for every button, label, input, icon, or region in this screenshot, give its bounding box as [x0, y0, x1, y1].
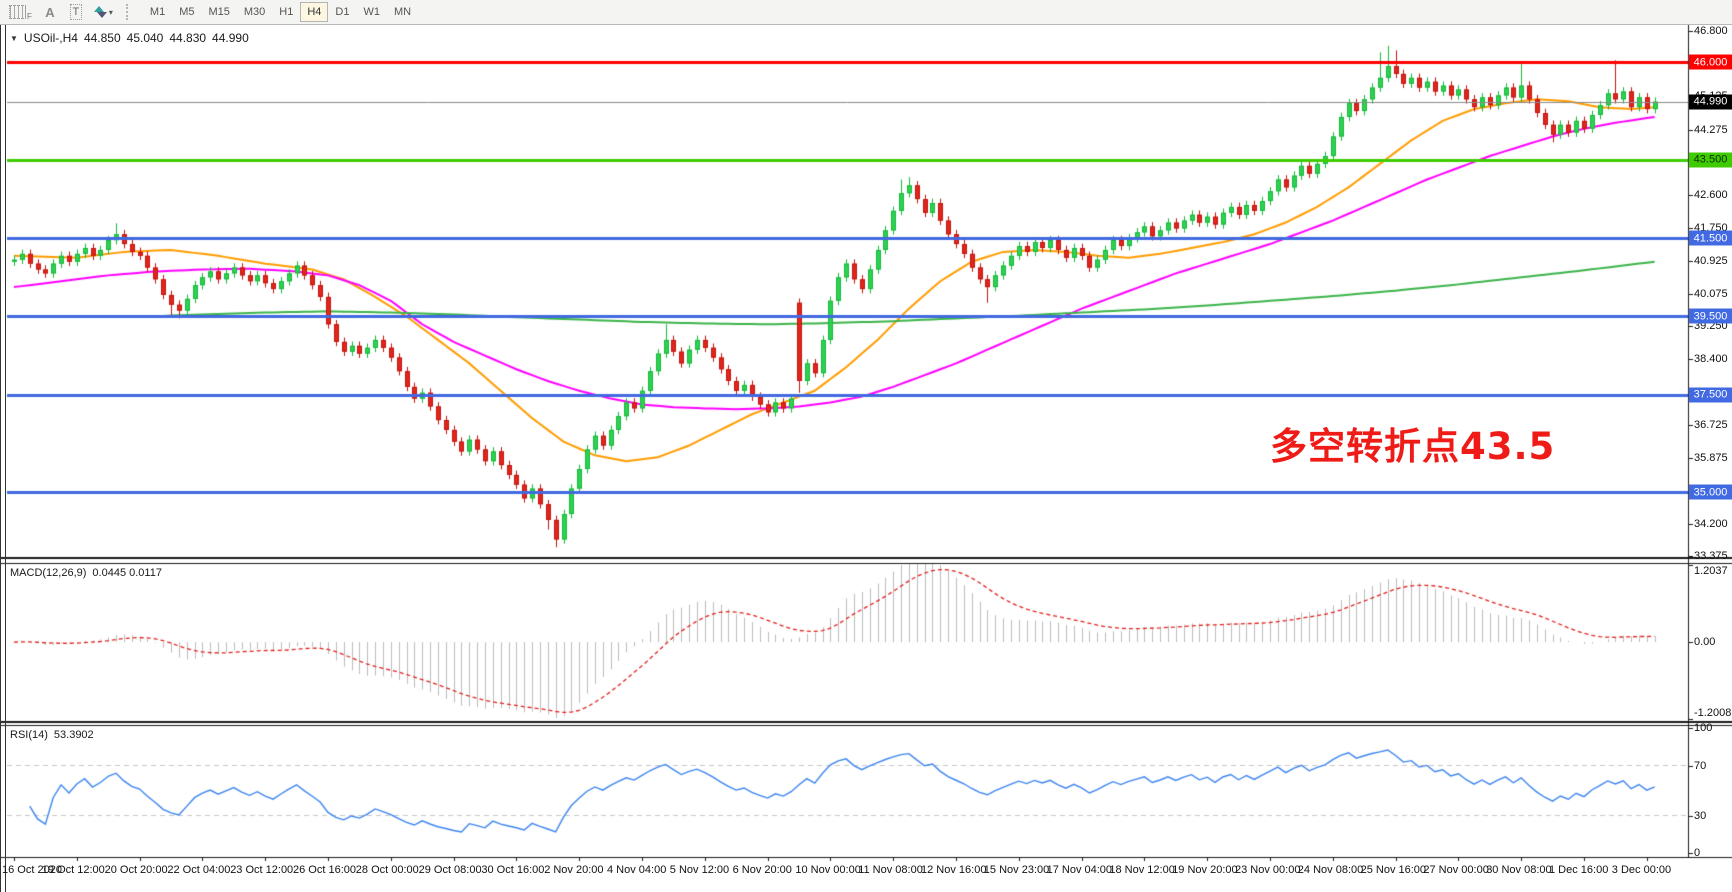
price-badge-46000: 46.000 — [1689, 54, 1732, 70]
templates-grid-tool-button[interactable]: F — [5, 2, 36, 22]
text-tool-button[interactable]: A — [38, 2, 62, 22]
chart-title: ▼ USOil-,H4 44.850 45.040 44.830 44.990 — [10, 31, 249, 45]
date-label: 22 Oct 04:00 — [167, 864, 231, 876]
date-axis[interactable]: 16 Oct 2020 19 Oct 12:00 20 Oct 20:00 22 Oc… — [0, 858, 1732, 892]
price-badge-39500: 39.500 — [1689, 308, 1732, 324]
toolbar-grip — [125, 4, 133, 20]
date-label: 17 Nov 04:00 — [1046, 864, 1113, 876]
rsi-tick-label: 30 — [1694, 809, 1707, 822]
date-label: 1 Dec 16:00 — [1549, 864, 1609, 876]
price-badge-35000: 35.000 — [1689, 484, 1732, 500]
date-label: 16 Oct 2020 — [2, 864, 62, 876]
date-label: 15 Nov 23:00 — [983, 864, 1050, 876]
chart-symbol-label: USOil-,H4 — [23, 31, 78, 45]
timeframe-m5-button[interactable]: M5 — [172, 2, 201, 22]
date-label: 10 Nov 00:00 — [795, 864, 861, 876]
date-label: 11 Nov 08:00 — [858, 864, 923, 876]
current-price-badge: 44.990 — [1689, 94, 1732, 110]
date-label: 26 Oct 16:00 — [293, 864, 356, 876]
chart-left-border — [5, 25, 6, 892]
macd-values: 0.0445 0.0117 — [92, 567, 162, 579]
date-label: 19 Oct 12:00 — [41, 864, 105, 876]
date-label: 6 Nov 20:00 — [732, 864, 792, 876]
toolbar: F A T ▾ M1 M5 M15 M30 H1 H4 D1 W1 MN — [0, 0, 1732, 25]
price-badge-37500: 37.500 — [1689, 387, 1732, 403]
letter-a-icon: A — [45, 4, 55, 20]
date-label: 23 Nov 00:00 — [1235, 864, 1301, 876]
ohlc-high: 45.040 — [126, 31, 164, 45]
timeframe-w1-button[interactable]: W1 — [356, 2, 387, 22]
ohlc-low: 44.830 — [169, 31, 207, 45]
timeframe-h1-button[interactable]: H1 — [272, 2, 300, 22]
price-tick-label: 40.075 — [1694, 287, 1728, 300]
rsi-name: RSI(14) — [10, 729, 48, 741]
chart-menu-icon[interactable]: ▼ — [10, 33, 18, 43]
date-label: 19 Nov 20:00 — [1172, 864, 1238, 876]
chevron-down-icon: ▾ — [108, 7, 113, 17]
price-tick-label: 38.400 — [1694, 353, 1728, 366]
price-tick-label: 40.925 — [1694, 254, 1728, 267]
date-label: 24 Nov 08:00 — [1297, 864, 1364, 876]
price-tick-label: 34.200 — [1694, 517, 1728, 530]
date-label: 4 Nov 04:00 — [607, 864, 667, 876]
date-label: 20 Oct 20:00 — [104, 864, 168, 876]
date-label: 3 Dec 00:00 — [1611, 864, 1672, 876]
price-tick-label: 42.600 — [1694, 189, 1728, 202]
timeframe-d1-button[interactable]: D1 — [328, 2, 356, 22]
price-axis[interactable]: 46.80045.12544.27542.60041.75040.92540.0… — [1688, 24, 1732, 859]
arrows-tool-button[interactable]: ▾ — [90, 2, 117, 22]
timeframe-m15-button[interactable]: M15 — [201, 2, 236, 22]
drawing-tools-group: F A T ▾ — [0, 0, 118, 24]
timeframe-h4-button[interactable]: H4 — [300, 2, 329, 22]
price-tick-label: 44.275 — [1694, 123, 1728, 136]
chart-window: ▼ USOil-,H4 44.850 45.040 44.830 44.990 … — [0, 25, 1732, 892]
date-label: 5 Nov 12:00 — [669, 864, 730, 876]
ohlc-open: 44.850 — [83, 31, 121, 45]
window-left-border — [0, 25, 1, 892]
grid-f-label: F — [27, 12, 32, 21]
arrows-icon — [93, 6, 107, 18]
macd-name: MACD(12,26,9) — [10, 567, 87, 579]
price-badge-43500: 43.500 — [1689, 152, 1732, 168]
date-label: 30 Nov 08:00 — [1486, 864, 1552, 876]
rsi-tick-label: 0 — [1694, 847, 1701, 859]
chart-text-annotation[interactable]: 多空转折点43.5 — [1270, 425, 1556, 469]
date-label: 29 Oct 08:00 — [418, 864, 482, 876]
price-badge-41500: 41.500 — [1689, 230, 1732, 246]
rsi-tick-label: 100 — [1694, 722, 1713, 734]
rsi-value: 53.3902 — [53, 729, 94, 741]
macd-tick-label: 1.2037 — [1694, 565, 1728, 577]
price-tick-label: 33.375 — [1694, 550, 1728, 563]
date-label: 12 Nov 16:00 — [921, 864, 987, 876]
macd-indicator-label: MACD(12,26,9) 0.0445 0.0117 — [10, 567, 162, 579]
ohlc-close: 44.990 — [212, 31, 249, 45]
price-tick-label: 36.725 — [1694, 419, 1728, 431]
timeframe-group: M1 M5 M15 M30 H1 H4 D1 W1 MN — [139, 0, 418, 24]
date-label: 30 Oct 16:00 — [481, 864, 545, 876]
rsi-tick-label: 70 — [1694, 759, 1707, 772]
date-label: 25 Nov 16:00 — [1360, 864, 1427, 876]
timeframe-m30-button[interactable]: M30 — [237, 2, 272, 22]
price-tick-label: 46.800 — [1694, 24, 1728, 37]
date-label: 23 Oct 12:00 — [230, 864, 294, 876]
date-label: 28 Oct 00:00 — [355, 864, 419, 876]
macd-tick-label: 0.00 — [1694, 636, 1716, 649]
timeframe-mn-button[interactable]: MN — [387, 2, 418, 22]
date-label: 27 Nov 00:00 — [1423, 864, 1489, 876]
rsi-indicator-label: RSI(14) 53.3902 — [10, 729, 94, 741]
price-tick-label: 35.875 — [1694, 452, 1728, 465]
macd-tick-label: -1.2008 — [1694, 707, 1732, 719]
timeframe-m1-button[interactable]: M1 — [143, 2, 172, 22]
text-label-tool-button[interactable]: T — [64, 2, 88, 22]
date-label: 2 Nov 20:00 — [544, 864, 604, 876]
price-chart-canvas[interactable] — [0, 25, 1732, 892]
dotted-grid-icon — [9, 5, 26, 19]
boxed-t-icon: T — [69, 4, 83, 20]
date-label: 18 Nov 12:00 — [1109, 864, 1175, 876]
